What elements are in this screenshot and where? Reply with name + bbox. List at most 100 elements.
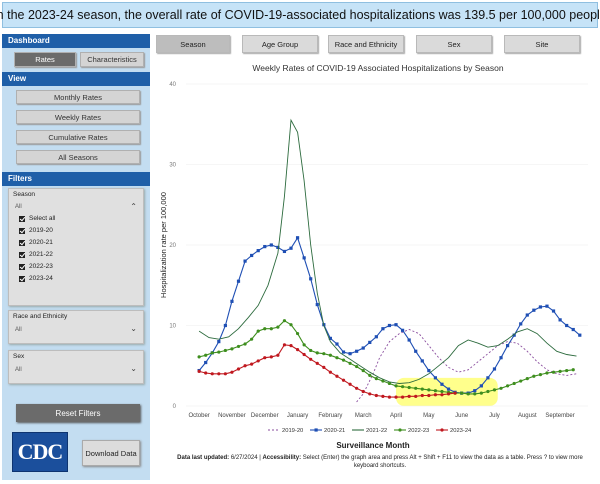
data-point (400, 395, 405, 399)
data-point (407, 394, 411, 398)
data-point (276, 353, 280, 357)
data-point (341, 358, 346, 362)
season-option-2023-24[interactable]: 2023-24 (19, 275, 53, 282)
hospitalization-chart[interactable]: 0 10 20 30 40 Hospitalization rate per 100,00… (150, 76, 596, 440)
characteristics-button[interactable]: Characteristics (80, 52, 144, 67)
cumulative-rates-button[interactable]: Cumulative Rates (16, 130, 140, 144)
data-point (407, 338, 411, 342)
data-point (394, 395, 398, 399)
tab-race-ethnicity[interactable]: Race and Ethnicity (328, 35, 404, 53)
data-point (276, 325, 280, 329)
data-point (525, 377, 529, 381)
data-point (348, 361, 352, 365)
data-point (256, 249, 260, 253)
series-line-2019-20 (356, 329, 577, 403)
all-seasons-button[interactable]: All Seasons (16, 150, 140, 164)
data-point (368, 340, 372, 345)
summary-banner-text: In the 2023-24 season, the overall rate … (0, 8, 600, 22)
season-option-label: 2020-21 (29, 239, 53, 246)
data-point (335, 342, 339, 346)
series-line-2023-24 (198, 344, 456, 398)
y-tick-label: 20 (169, 243, 176, 249)
accessibility-text: Select (Enter) the graph area and press … (301, 455, 583, 469)
data-point (315, 302, 319, 307)
chevron-down-icon[interactable]: ⌄ (130, 364, 137, 373)
legend-marker (398, 428, 402, 432)
data-point (381, 394, 385, 398)
tab-age-group[interactable]: Age Group (242, 35, 318, 53)
data-point (492, 388, 497, 392)
data-point (204, 353, 208, 357)
season-option-2022-23[interactable]: 2022-23 (19, 263, 53, 270)
checkbox-checked-icon[interactable] (19, 263, 25, 270)
monthly-rates-button[interactable]: Monthly Rates (16, 90, 140, 104)
data-point (374, 377, 378, 381)
data-point (269, 243, 273, 247)
reset-filters-button[interactable]: Reset Filters (16, 404, 140, 422)
season-option-2021-22[interactable]: 2021-22 (19, 251, 53, 258)
data-point (335, 374, 339, 378)
season-filter-label: Season (13, 191, 36, 198)
data-point (545, 371, 549, 375)
x-tick-label: October (188, 413, 209, 419)
data-point (243, 342, 247, 346)
tab-sex[interactable]: Sex (416, 35, 492, 53)
data-point (565, 368, 569, 373)
checkbox-checked-icon[interactable] (19, 251, 25, 258)
sex-filter[interactable]: Sex All ⌄ (8, 350, 144, 384)
data-point (538, 373, 543, 377)
data-point (479, 384, 483, 388)
chevron-up-icon[interactable]: ⌃ (130, 202, 137, 211)
data-point (236, 279, 241, 283)
data-point (250, 362, 254, 366)
data-point (355, 386, 359, 390)
data-point (453, 391, 457, 395)
season-option-2020-21[interactable]: 2020-21 (19, 239, 53, 246)
data-point (197, 369, 201, 373)
season-filter[interactable]: Season All ⌃ Select all 2019-20 2020-21 … (8, 188, 144, 306)
data-point (374, 393, 378, 398)
data-point (256, 359, 260, 363)
data-point (414, 394, 418, 398)
tab-season[interactable]: Season (156, 35, 230, 53)
data-point (322, 352, 326, 356)
data-point (400, 328, 405, 332)
race-ethnicity-filter[interactable]: Race and Ethnicity All ⌄ (8, 310, 144, 344)
data-point (532, 374, 536, 378)
season-option-2019-20[interactable]: 2019-20 (19, 227, 53, 234)
checkbox-checked-icon[interactable] (19, 227, 25, 234)
x-tick-label: March (355, 413, 372, 419)
weekly-rates-button[interactable]: Weekly Rates (16, 110, 140, 124)
download-data-button[interactable]: Download Data (82, 440, 140, 466)
data-point (282, 319, 287, 323)
data-point (289, 323, 293, 327)
data-point (289, 344, 293, 348)
legend-label: 2023-24 (450, 428, 472, 434)
accessibility-label: Accessibility: (262, 455, 302, 461)
tab-site[interactable]: Site (504, 35, 580, 53)
chevron-down-icon[interactable]: ⌄ (130, 324, 137, 333)
legend-label: 2020-21 (324, 428, 345, 434)
data-point (243, 364, 247, 368)
data-point (309, 277, 313, 281)
data-point (551, 309, 556, 313)
rates-button[interactable]: Rates (14, 52, 76, 67)
data-point (414, 349, 418, 353)
data-point (295, 331, 300, 336)
checkbox-checked-icon[interactable] (19, 215, 25, 222)
data-point (230, 370, 234, 374)
x-tick-label: May (423, 413, 434, 419)
data-point (243, 259, 247, 263)
updated-label: Data last updated: (177, 455, 230, 461)
x-tick-label: April (390, 413, 402, 419)
data-point (479, 391, 483, 395)
data-point (532, 308, 536, 312)
checkbox-checked-icon[interactable] (19, 239, 25, 246)
season-option-label: 2019-20 (29, 227, 53, 234)
filters-heading: Filters (2, 172, 150, 186)
data-point (348, 352, 352, 356)
checkbox-checked-icon[interactable] (19, 275, 25, 282)
season-option-select-all[interactable]: Select all (19, 215, 55, 222)
data-point (506, 384, 510, 388)
data-point (433, 389, 438, 393)
